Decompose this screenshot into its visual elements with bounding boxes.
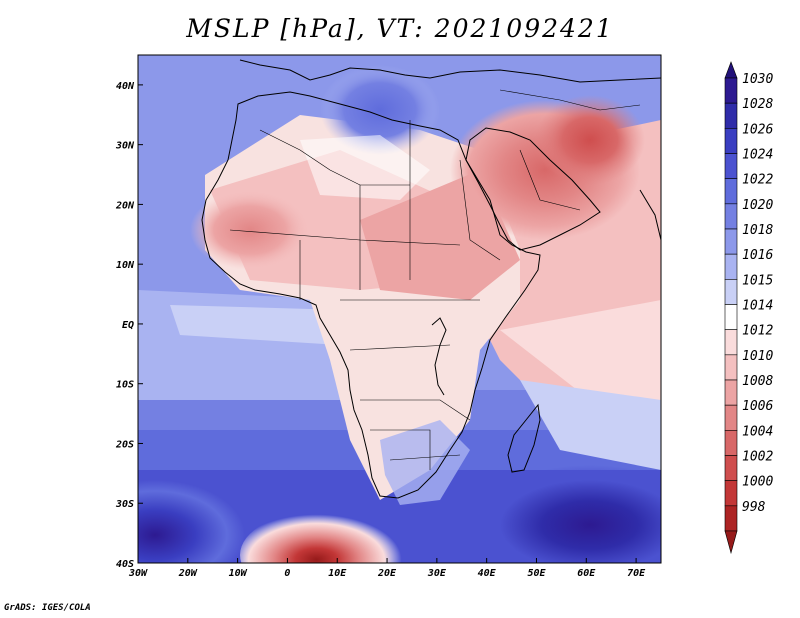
lon-tick-label: 30E: [427, 568, 447, 579]
colorbar-swatch: [724, 430, 738, 456]
colorbar-label: 1002: [742, 450, 773, 465]
colorbar-swatch: [724, 304, 738, 330]
colorbar-label: 1028: [742, 97, 773, 112]
lat-tick-label: 40N: [116, 81, 135, 92]
colorbar-swatch: [724, 228, 738, 255]
colorbar-label: 1018: [742, 223, 773, 238]
lat-tick-label: 30S: [115, 499, 134, 510]
lat-tick-label: 10N: [116, 260, 135, 271]
great-lakes: [431, 317, 447, 396]
colorbar-label: 1000: [742, 475, 773, 490]
colorbar-swatch: [724, 455, 738, 481]
colorbar-swatch: [724, 203, 738, 230]
lon-tick-label: 70E: [627, 568, 646, 579]
madagascar-coastline: [507, 403, 541, 473]
colorbar-swatch: [724, 102, 738, 129]
lat-tick-label: 20S: [115, 439, 134, 450]
colorbar-swatch: [724, 77, 738, 104]
arabia-coastline: [465, 127, 601, 251]
colorbar-label: 1016: [742, 248, 773, 263]
lon-tick-label: 60E: [577, 568, 596, 579]
colorbar-max-arrow: [724, 61, 738, 79]
lat-tick-label: 40S: [116, 559, 134, 570]
borders: [229, 89, 641, 470]
colorbar-label: 998: [742, 500, 766, 515]
colorbar-swatch: [724, 329, 738, 356]
lon-tick-label: 50E: [527, 568, 546, 579]
colorbar-label: 1006: [742, 399, 773, 414]
colorbar-label: 1010: [742, 349, 773, 364]
lat-tick-label: 20N: [115, 200, 135, 211]
colorbar-min-arrow: [724, 530, 738, 555]
colorbar-label: 1008: [742, 374, 773, 389]
europe-coastline: [239, 59, 661, 83]
map-title: MSLP [hPa], VT: 2021092421: [186, 14, 614, 43]
coastlines: [201, 59, 661, 499]
colorbar-swatch: [724, 379, 738, 406]
lon-axis: 30W 20W 10W 0 10E 20E 30E 40E 50E 60E 70E: [128, 558, 646, 579]
lon-tick-label: 40E: [478, 568, 497, 579]
lat-tick-label: EQ: [122, 320, 134, 331]
colorbar-label: 1024: [742, 148, 773, 163]
colorbar-label: 1015: [742, 273, 773, 288]
colorbar: 1030 1028 1026 1024 1022 1020 1018 1016 1015 1014…: [724, 61, 773, 555]
colorbar-swatch: [724, 354, 738, 381]
colorbar-swatch: [724, 153, 738, 179]
colorbar-swatch: [724, 404, 738, 431]
colorbar-label: 1014: [742, 299, 773, 314]
colorbar-swatch: [724, 480, 738, 507]
lon-tick-label: 0: [284, 568, 290, 579]
colorbar-label: 1012: [742, 324, 773, 339]
colorbar-label: 1004: [742, 424, 773, 439]
grads-credit: GrADS: IGES/COLA: [4, 603, 91, 613]
lat-tick-label: 30N: [115, 141, 135, 152]
colorbar-swatch: [724, 178, 738, 205]
pressure-field: [138, 55, 661, 563]
colorbar-label: 1026: [742, 122, 773, 137]
colorbar-swatch: [724, 253, 738, 280]
india-coastline: [639, 189, 661, 241]
colorbar-label: 1020: [742, 198, 773, 213]
lon-tick-label: 10E: [328, 568, 347, 579]
colorbar-swatch: [724, 279, 738, 305]
colorbar-swatch: [724, 128, 738, 154]
lon-tick-label: 20E: [377, 568, 397, 579]
colorbar-label: 1022: [742, 173, 773, 188]
lon-tick-label: 10W: [229, 568, 248, 579]
lon-tick-label: 20W: [178, 568, 198, 579]
africa-coastline: [201, 91, 541, 499]
colorbar-label: 1030: [742, 72, 773, 87]
lat-axis: 40N 30N 20N 10N EQ 10S 20S 30S 40S: [115, 81, 143, 570]
lon-tick-label: 30W: [128, 568, 148, 579]
lat-tick-label: 10S: [116, 380, 134, 391]
colorbar-swatch: [724, 505, 738, 532]
plot-frame: [137, 54, 662, 564]
